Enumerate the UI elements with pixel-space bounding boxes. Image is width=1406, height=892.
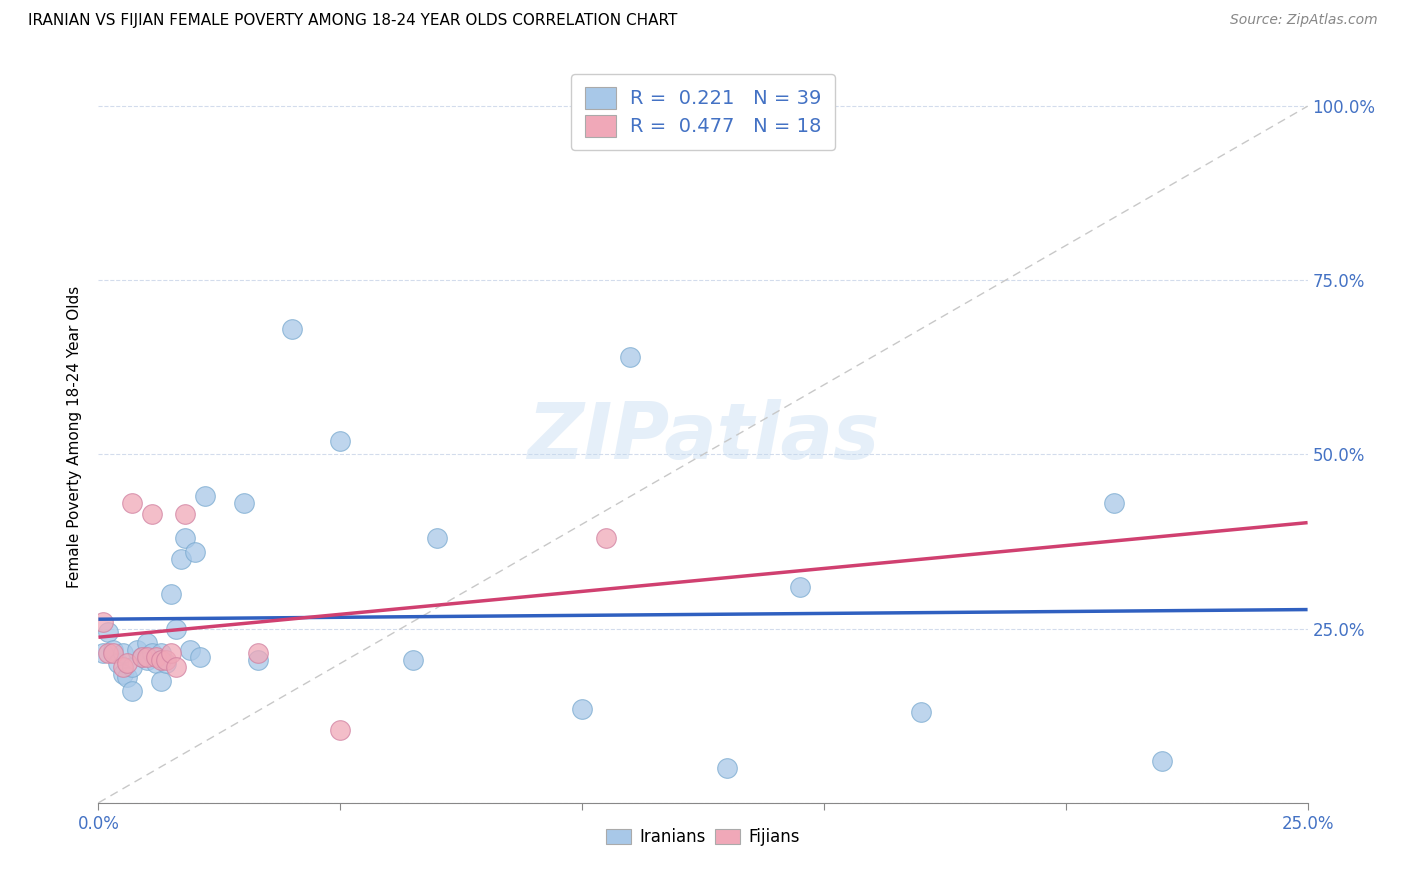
Point [595, 531, 617, 545]
Point [789, 580, 811, 594]
Point [97, 646, 120, 660]
Point [281, 322, 304, 336]
Point [329, 723, 352, 737]
Point [91, 615, 114, 629]
Point [141, 646, 163, 660]
Point [150, 646, 173, 660]
Point [155, 657, 177, 671]
Point [174, 507, 197, 521]
Point [150, 673, 173, 688]
Point [117, 657, 139, 671]
Point [107, 657, 129, 671]
Point [165, 660, 187, 674]
Point [117, 670, 139, 684]
Point [141, 507, 163, 521]
Point [1102, 496, 1125, 510]
Point [194, 489, 217, 503]
Point [131, 649, 153, 664]
Point [169, 552, 191, 566]
Point [127, 642, 149, 657]
Point [135, 635, 157, 649]
Point [101, 642, 124, 657]
Point [184, 545, 207, 559]
Point [426, 531, 449, 545]
Point [329, 434, 352, 448]
Point [111, 667, 134, 681]
Point [101, 646, 124, 660]
Point [402, 653, 425, 667]
Point [145, 657, 167, 671]
Point [188, 649, 211, 664]
Point [121, 684, 143, 698]
Point [247, 646, 270, 660]
Text: ZIPatlas: ZIPatlas [527, 399, 879, 475]
Point [716, 761, 738, 775]
Point [121, 660, 143, 674]
Point [97, 625, 120, 640]
Point [121, 496, 143, 510]
Point [571, 702, 593, 716]
Point [91, 646, 114, 660]
Legend: Iranians, Fijians: Iranians, Fijians [599, 822, 807, 853]
Point [145, 649, 167, 664]
Point [165, 622, 187, 636]
Point [160, 646, 183, 660]
Text: Source: ZipAtlas.com: Source: ZipAtlas.com [1230, 13, 1378, 28]
Point [131, 649, 153, 664]
Text: IRANIAN VS FIJIAN FEMALE POVERTY AMONG 18-24 YEAR OLDS CORRELATION CHART: IRANIAN VS FIJIAN FEMALE POVERTY AMONG 1… [28, 13, 678, 29]
Point [179, 642, 201, 657]
Point [135, 653, 157, 667]
Point [150, 653, 173, 667]
Point [619, 350, 641, 364]
Point [1152, 754, 1174, 768]
Point [160, 587, 183, 601]
Point [232, 496, 254, 510]
Point [135, 649, 157, 664]
Point [111, 660, 134, 674]
Point [247, 653, 270, 667]
Point [155, 653, 177, 667]
Point [910, 705, 932, 719]
Point [111, 646, 134, 660]
Point [174, 531, 197, 545]
Y-axis label: Female Poverty Among 18-24 Year Olds: Female Poverty Among 18-24 Year Olds [67, 286, 83, 588]
